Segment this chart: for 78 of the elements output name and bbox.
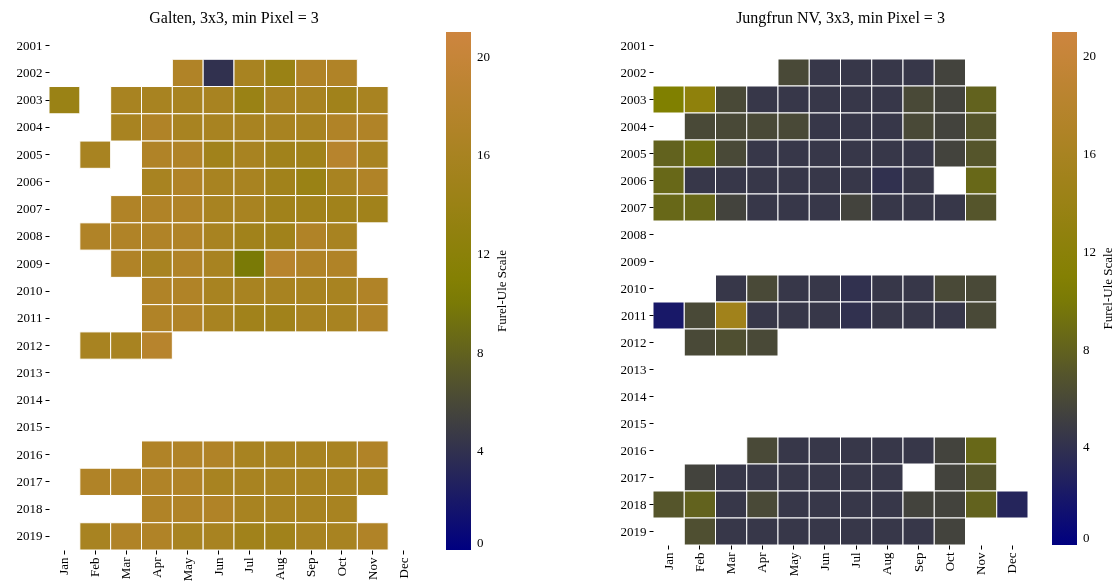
y-tick-label: 2018 (16, 501, 43, 517)
color-bar-label: 8 (1083, 341, 1090, 357)
y-tick-label: 2012 (16, 337, 43, 353)
x-tick-label: Nov (364, 557, 380, 580)
y-tick-label: 2004 (620, 118, 647, 134)
y-tick-label: 2009 (16, 255, 43, 271)
y-tick-label: 2006 (620, 172, 647, 188)
color-bar-label: 20 (1083, 48, 1096, 64)
x-tick-label: Apr (148, 556, 164, 578)
x-tick-label: Sep (303, 557, 319, 577)
y-tick-label: 2002 (620, 64, 647, 80)
x-tick-label: May (179, 557, 195, 582)
x-tick-label: Jan (660, 552, 676, 570)
x-tick-label: Nov (973, 552, 989, 575)
y-tick-label: 2012 (620, 334, 647, 350)
color-bar-title: Furel-Ule Scale (494, 249, 509, 332)
y-tick-label: 2002 (16, 64, 43, 80)
y-tick-label: 2011 (620, 307, 647, 323)
color-bar-label: 16 (477, 147, 491, 163)
x-tick-label: Oct (333, 557, 349, 577)
y-tick-label: 2010 (620, 280, 647, 296)
x-tick-label: Feb (691, 552, 707, 572)
y-tick-label: 2008 (16, 228, 43, 244)
y-tick-label: 2014 (16, 392, 43, 408)
y-tick-label: 2005 (620, 145, 647, 161)
y-tick-label: 2017 (620, 469, 647, 485)
y-tick-label: 2011 (16, 310, 43, 326)
y-tick-label: 2013 (620, 361, 647, 377)
y-tick-label: 2003 (16, 92, 43, 108)
color-bar-label: 0 (1083, 530, 1090, 545)
y-tick-label: 2008 (620, 226, 647, 242)
chart-title: Jungfrun NV, 3x3, min Pixel = 3 (736, 9, 945, 27)
y-tick-label: 2001 (620, 37, 647, 53)
y-tick-label: 2015 (620, 415, 647, 431)
y-tick-label: 2015 (16, 419, 43, 435)
y-tick-label: 2014 (620, 388, 647, 404)
y-tick-label: 2001 (16, 37, 43, 53)
x-tick-label: Dec (1004, 552, 1020, 574)
y-tick-label: 2019 (620, 523, 647, 539)
y-tick-label: 2007 (620, 199, 647, 215)
y-tick-label: 2017 (16, 473, 43, 489)
x-tick-label: Jul (241, 557, 257, 573)
y-tick-label: 2005 (16, 146, 43, 162)
color-bar-label: 12 (477, 246, 490, 261)
y-tick-label: 2016 (16, 446, 43, 462)
x-tick-label: Jul (848, 552, 864, 568)
y-tick-label: 2016 (620, 442, 647, 458)
y-tick-label: 2004 (16, 119, 43, 135)
x-tick-label: Oct (941, 552, 957, 572)
y-tick-label: 2018 (620, 496, 647, 512)
y-tick-label: 2006 (16, 173, 43, 189)
y-tick-label: 2010 (16, 283, 43, 298)
color-bar-label: 4 (1083, 439, 1090, 455)
y-tick-label: 2019 (16, 528, 43, 544)
x-tick-label: Feb (87, 557, 103, 577)
color-bar-label: 4 (477, 443, 484, 459)
x-tick-label: Sep (910, 552, 926, 572)
color-bar-label: 16 (1083, 146, 1097, 162)
y-tick-label: 2003 (620, 91, 647, 107)
x-tick-label: Aug (879, 552, 895, 575)
color-bar-label: 20 (477, 48, 490, 64)
chart-title: Galten, 3x3, min Pixel = 3 (149, 9, 319, 26)
x-tick-label: Mar (118, 556, 134, 580)
y-tick-label: 2009 (620, 253, 647, 269)
x-tick-label: Dec (395, 557, 411, 579)
y-tick-label: 2007 (16, 201, 43, 217)
x-tick-label: Jun (210, 557, 226, 576)
color-bar-label: 8 (477, 344, 484, 360)
color-bar-title: Furel-Ule Scale (1100, 247, 1115, 330)
x-tick-label: Jan (56, 557, 72, 575)
x-tick-label: Apr (754, 551, 770, 573)
color-bar-label: 12 (1083, 243, 1096, 259)
x-tick-label: Jun (816, 552, 832, 571)
x-tick-label: Mar (723, 551, 739, 575)
x-tick-label: Aug (272, 557, 288, 580)
color-bar-label: 0 (477, 535, 484, 550)
y-tick-label: 2013 (16, 364, 43, 380)
x-tick-label: May (785, 552, 801, 577)
